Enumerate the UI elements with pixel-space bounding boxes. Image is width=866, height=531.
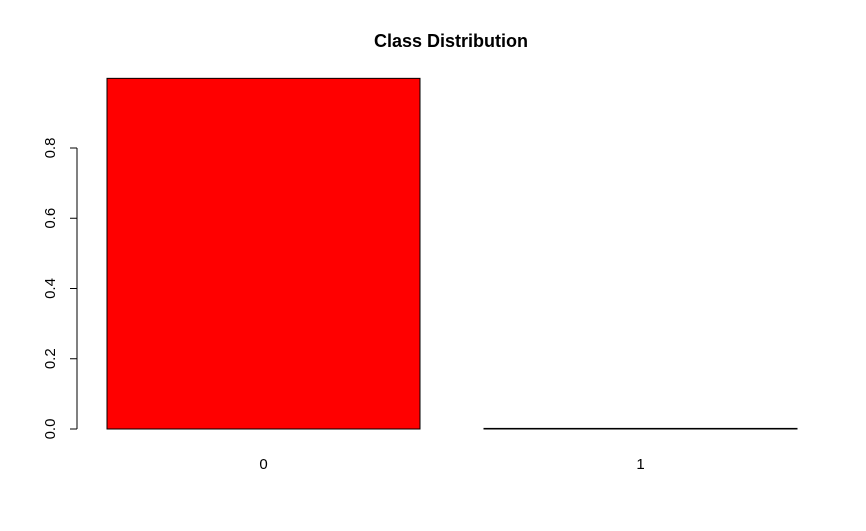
y-tick-label: 0.2 (42, 348, 59, 369)
chart-title: Class Distribution (374, 31, 528, 51)
bar-1 (483, 427, 798, 430)
y-tick-label: 0.0 (42, 419, 59, 440)
bars-group (106, 77, 798, 430)
y-axis: 0.0 0.2 0.4 0.6 0.8 (42, 138, 78, 440)
y-tick-label: 0.6 (42, 208, 59, 229)
y-tick-label: 0.4 (42, 278, 59, 299)
y-tick-label: 0.8 (42, 138, 59, 159)
bar-0 (106, 77, 421, 430)
x-tick-label: 0 (259, 456, 267, 473)
x-tick-label: 1 (636, 456, 644, 473)
